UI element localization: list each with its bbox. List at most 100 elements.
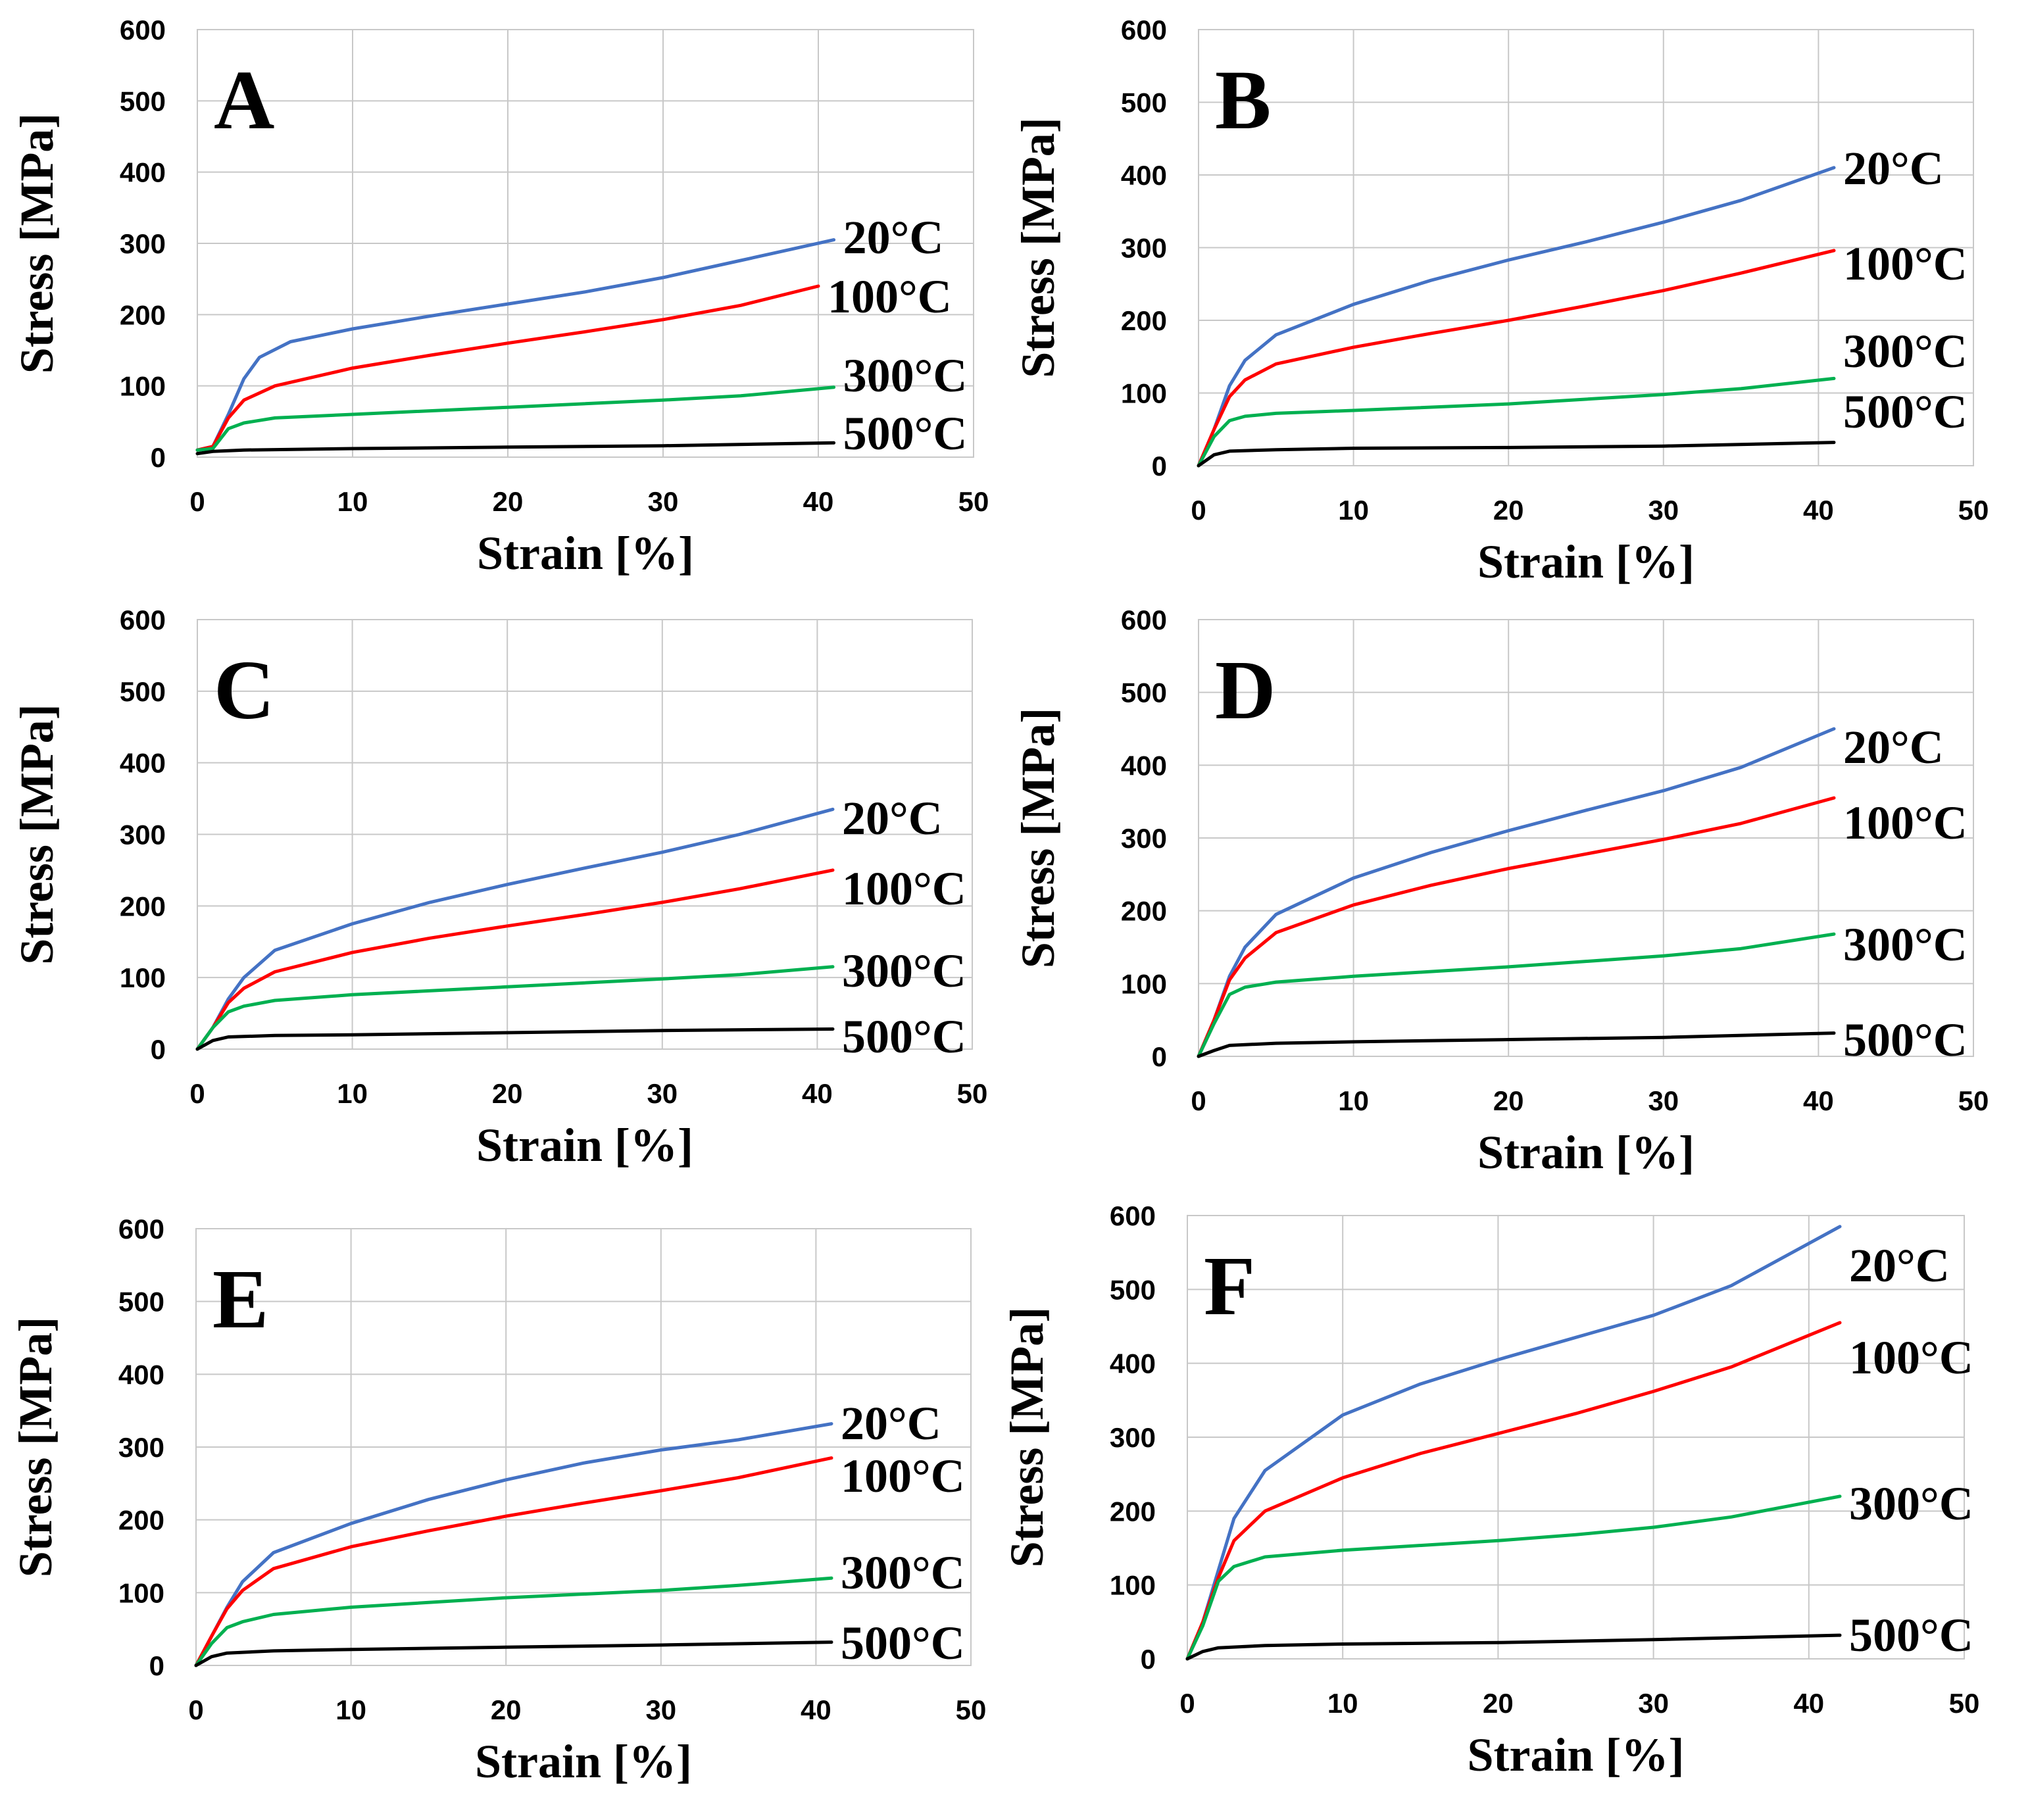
series-line-500c (194, 1640, 833, 1667)
y-axis-title: Stress [MPa] (11, 113, 63, 374)
series-label: 300°C (843, 349, 968, 402)
x-tick-label: 10 (335, 1694, 366, 1725)
x-tick-label: 50 (957, 1078, 988, 1109)
x-axis-title: Strain [%] (477, 527, 694, 579)
x-tick-label: 40 (801, 1694, 831, 1725)
series-line-300c (1197, 376, 1836, 468)
series-label: 20°C (841, 1397, 941, 1450)
y-tick-label: 600 (120, 14, 166, 45)
y-tick-label: 0 (151, 442, 166, 473)
series-label: 100°C (1843, 237, 1968, 290)
y-tick-label: 600 (118, 1214, 164, 1244)
series-line-100c (194, 1456, 833, 1667)
x-tick-label: 20 (1493, 1085, 1524, 1116)
series-line-20c (1197, 727, 1836, 1058)
x-axis-title: Strain [%] (1477, 1126, 1695, 1179)
series-line-100c (195, 284, 820, 452)
panel-letter: F (1204, 1239, 1255, 1333)
x-tick-label: 40 (803, 486, 834, 517)
y-tick-label: 500 (1110, 1274, 1156, 1305)
series-label: 500°C (1843, 1014, 1968, 1066)
series-label: 500°C (842, 1010, 966, 1063)
series-label: 300°C (841, 1546, 965, 1599)
series-line-500c (195, 1027, 835, 1051)
series-line-300c (1197, 932, 1836, 1058)
y-tick-label: 300 (1121, 823, 1167, 854)
panel-letter: B (1215, 53, 1271, 147)
x-tick-label: 30 (645, 1694, 676, 1725)
panel-letter: A (214, 53, 274, 147)
y-tick-label: 500 (1121, 677, 1167, 708)
y-tick-label: 200 (1110, 1496, 1156, 1527)
y-tick-label: 200 (1121, 305, 1167, 336)
y-tick-label: 500 (118, 1287, 164, 1317)
series-label: 20°C (843, 211, 944, 264)
series-line-20c (1197, 166, 1836, 468)
series-label: 20°C (842, 792, 943, 845)
series-line-20c (194, 1422, 833, 1667)
y-tick-label: 400 (120, 748, 166, 779)
series-line-20c (1185, 1225, 1842, 1661)
y-tick-label: 200 (1121, 896, 1167, 927)
y-tick-label: 100 (118, 1577, 164, 1608)
y-tick-label: 100 (120, 371, 166, 402)
x-tick-label: 20 (492, 1078, 523, 1109)
x-axis-title: Strain [%] (476, 1119, 693, 1171)
x-tick-label: 0 (189, 1078, 205, 1109)
series-label: 500°C (843, 407, 968, 460)
series-line-500c (1197, 1031, 1836, 1058)
series-line-100c (195, 868, 835, 1051)
x-tick-label: 30 (647, 1078, 678, 1109)
y-tick-label: 0 (151, 1034, 166, 1065)
y-tick-label: 600 (1110, 1200, 1156, 1231)
y-tick-label: 400 (1121, 160, 1167, 191)
panel-letter: C (214, 643, 274, 737)
series-label: 20°C (1843, 142, 1944, 195)
x-tick-label: 30 (648, 486, 679, 517)
y-tick-label: 300 (120, 228, 166, 259)
series-line-300c (1185, 1494, 1842, 1661)
y-tick-label: 500 (120, 86, 166, 116)
y-tick-label: 500 (1121, 87, 1167, 118)
x-tick-label: 50 (958, 486, 989, 517)
series-label: 100°C (842, 862, 966, 915)
y-tick-label: 600 (1121, 14, 1167, 45)
y-tick-label: 100 (1110, 1570, 1156, 1601)
x-tick-label: 10 (1338, 495, 1369, 526)
y-tick-label: 100 (1121, 968, 1167, 999)
y-tick-label: 400 (1110, 1348, 1156, 1379)
x-tick-label: 50 (1958, 1085, 1989, 1116)
series-line-300c (194, 1576, 833, 1667)
x-tick-label: 10 (337, 1078, 368, 1109)
y-tick-label: 400 (118, 1359, 164, 1390)
x-tick-label: 0 (188, 1694, 203, 1725)
y-tick-label: 100 (120, 962, 166, 993)
x-tick-label: 50 (956, 1694, 987, 1725)
panel-letter: D (1215, 643, 1275, 737)
x-tick-label: 0 (1191, 1085, 1206, 1116)
x-tick-label: 30 (1638, 1688, 1669, 1719)
x-tick-label: 50 (1958, 495, 1989, 526)
x-tick-label: 0 (189, 486, 205, 517)
x-tick-label: 30 (1648, 495, 1679, 526)
series-line-500c (1197, 441, 1836, 468)
y-tick-label: 400 (1121, 750, 1167, 781)
series-label: 300°C (1843, 325, 1968, 378)
y-tick-label: 200 (120, 299, 166, 330)
y-axis-title: Stress [MPa] (11, 704, 63, 965)
x-tick-label: 20 (1493, 495, 1524, 526)
x-tick-label: 40 (802, 1078, 833, 1109)
y-tick-label: 600 (1121, 604, 1167, 635)
x-tick-label: 0 (1191, 495, 1206, 526)
series-label: 100°C (1843, 797, 1968, 849)
y-tick-label: 500 (120, 676, 166, 707)
y-tick-label: 200 (120, 891, 166, 922)
y-tick-label: 200 (118, 1505, 164, 1536)
series-line-300c (195, 385, 836, 452)
series-label: 500°C (841, 1617, 965, 1669)
series-line-100c (1197, 796, 1836, 1058)
series-line-300c (195, 965, 835, 1051)
